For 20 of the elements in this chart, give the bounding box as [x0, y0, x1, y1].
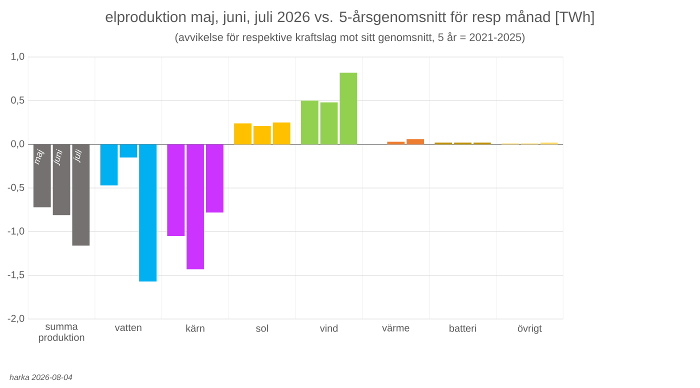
chart-subtitle: (avvikelse för respektive kraftslag mot sitt genomsnitt, 5 år = 2021-2025)	[175, 32, 525, 44]
y-tick-label: -2,0	[8, 314, 24, 324]
y-tick-label: -1,0	[8, 228, 24, 236]
chart-title: elproduktion maj, juni, juli 2026 vs. 5-årsgenomsnitt för resp månad [TWh]	[106, 10, 594, 26]
x-tick-label: sol	[256, 324, 268, 332]
series-label: juni	[52, 148, 62, 166]
y-tick-label: 0,5	[11, 96, 24, 105]
x-tick-label: batteri	[450, 324, 476, 332]
y-tick-label: -1,5	[8, 271, 24, 280]
x-tick-label: kärn	[186, 324, 204, 332]
x-tick-label: summa produktion	[38, 324, 84, 343]
series-label: maj	[34, 148, 44, 165]
series-label: juli	[72, 148, 82, 163]
y-tick-label: -0,5	[8, 184, 24, 192]
x-tick-label: övrigt	[518, 324, 542, 334]
x-tick-label: värme	[382, 324, 410, 332]
x-tick-label: vind	[320, 324, 338, 332]
y-tick-label: 1,0	[11, 52, 24, 62]
x-tick-label: vatten	[114, 324, 142, 332]
y-tick-label: 0,0	[11, 140, 24, 148]
